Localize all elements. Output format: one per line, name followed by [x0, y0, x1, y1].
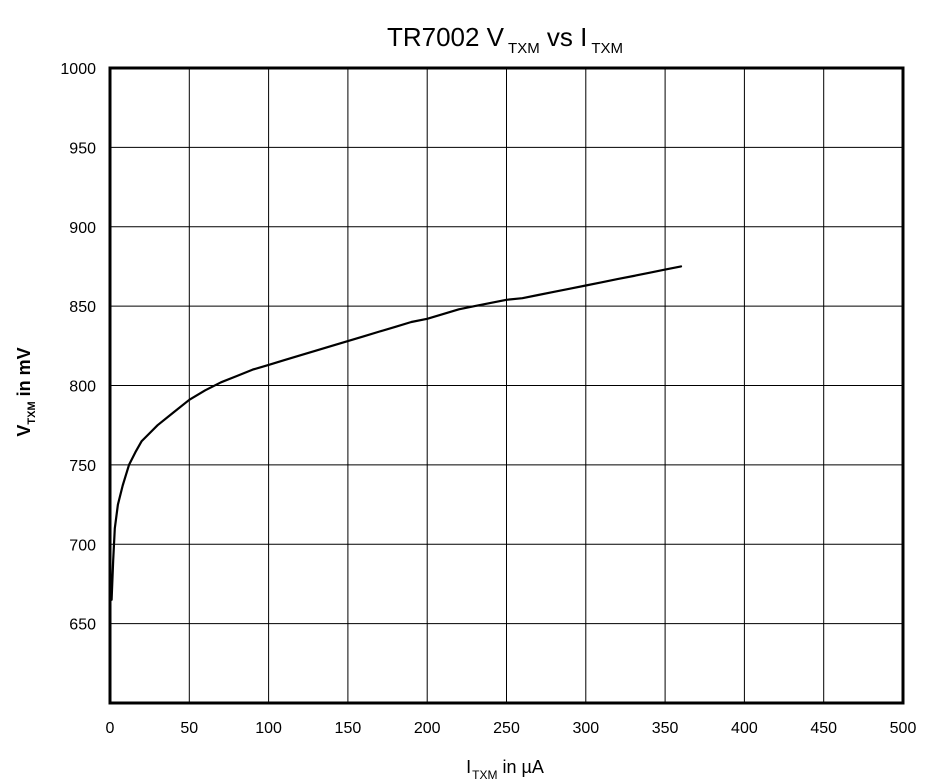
y-tick-label: 750: [69, 458, 96, 475]
x-tick-label: 150: [335, 720, 362, 737]
plot-area-border: [108, 66, 905, 705]
y-tick-labels: 650 700 750 800 850 900 950 1000: [60, 61, 96, 634]
x-tick-label: 100: [255, 720, 282, 737]
y-tick-label: 800: [69, 379, 96, 396]
x-axis-title: ITXM in µA: [466, 757, 544, 782]
x-tick-label: 500: [890, 720, 917, 737]
y-tick-label: 950: [69, 140, 96, 157]
y-axis-title: VTXM in mV: [14, 347, 38, 436]
x-tick-label: 300: [572, 720, 599, 737]
y-tick-label: 900: [69, 220, 96, 237]
y-tick-label: 1000: [60, 61, 96, 78]
x-tick-labels: 0 50 100 150 200 250 300 350 400 450 500: [106, 720, 917, 737]
grid-lines: [110, 68, 903, 703]
series-line-1: [110, 265, 683, 601]
x-tick-label: 350: [652, 720, 679, 737]
x-tick-label: 450: [810, 720, 837, 737]
y-tick-label: 850: [69, 299, 96, 316]
x-tick-label: 250: [493, 720, 520, 737]
series-layer: [110, 265, 683, 601]
chart-title: TR7002 V TXM vs I TXM: [387, 22, 623, 57]
x-tick-label: 400: [731, 720, 758, 737]
x-tick-label: 200: [414, 720, 441, 737]
y-tick-label: 650: [69, 617, 96, 634]
y-tick-label: 700: [69, 537, 96, 554]
x-tick-label: 0: [106, 720, 115, 737]
x-tick-label: 50: [180, 720, 198, 737]
